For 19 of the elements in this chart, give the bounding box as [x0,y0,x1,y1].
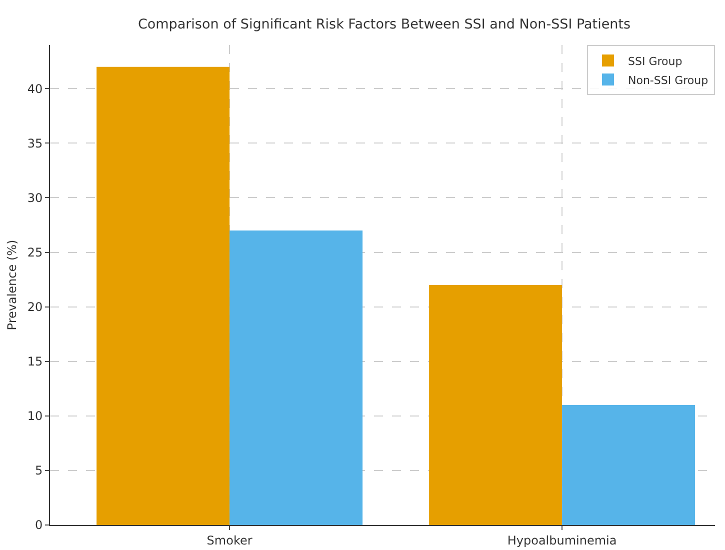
y-tick-label: 25 [27,245,43,260]
y-tick-label: 30 [27,190,43,205]
y-tick-label: 0 [34,518,43,532]
x-tick-label: Smoker [206,533,252,548]
y-tick-label: 40 [27,82,43,96]
y-tick-label: 15 [27,354,43,369]
y-tick-label: 20 [27,300,43,314]
x-tick-label: Hypoalbuminemia [507,533,617,548]
bar [96,66,230,525]
legend-label: SSI Group [628,54,682,68]
y-axis-title: Prevalence (%) [5,240,19,330]
bar [562,405,696,525]
y-tick-label: 5 [34,464,43,478]
chart-title: Comparison of Significant Risk Factors Between SSI and Non-SSI Patients [138,16,631,33]
bar [230,230,363,525]
y-tick-label: 35 [27,136,43,150]
legend-label: Non-SSI Group [628,74,708,87]
y-tick-label: 10 [27,409,43,424]
bar [429,285,562,525]
